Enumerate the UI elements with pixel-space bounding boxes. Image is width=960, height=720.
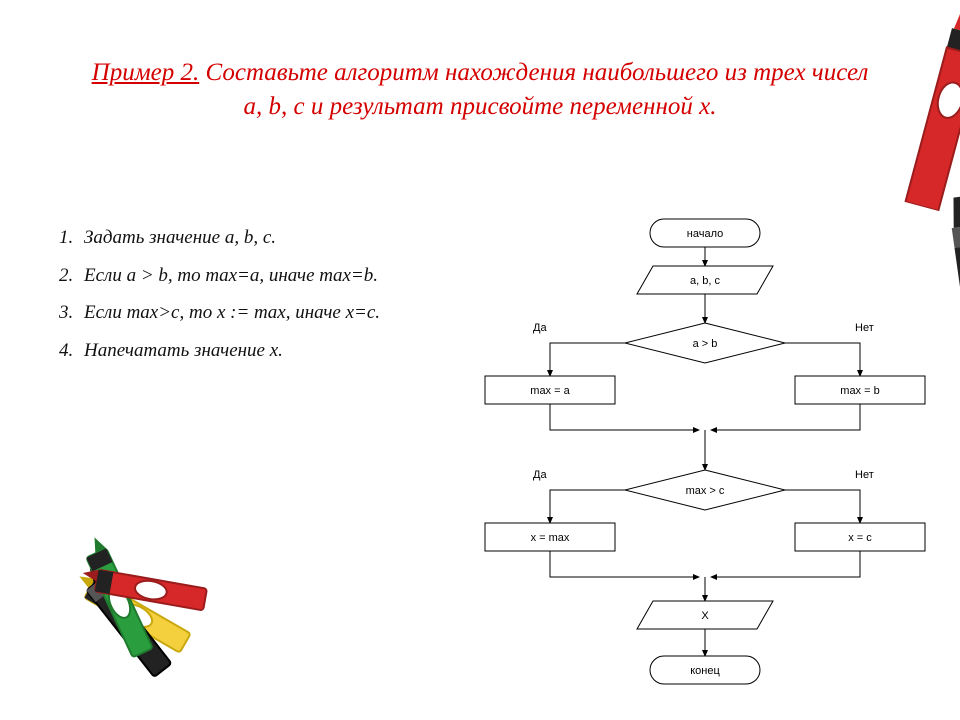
flowchart: начало a, b, c a > b Да Нет max = a max … — [455, 190, 955, 720]
node-output-label: X — [701, 610, 709, 622]
node-xmax-label: x = max — [531, 532, 570, 544]
dec2-no: Нет — [855, 469, 874, 481]
crayon-red-icon — [902, 0, 960, 212]
node-maxb-label: max = b — [840, 385, 879, 397]
edge — [550, 343, 625, 376]
step-item: Задать значение a, b, c. — [78, 225, 450, 251]
edge — [711, 551, 860, 577]
edge — [550, 551, 699, 577]
algorithm-steps: Задать значение a, b, c. Если a > b, то … — [50, 225, 450, 376]
edge — [550, 404, 699, 430]
edge — [785, 490, 860, 523]
node-start-label: начало — [687, 228, 723, 240]
edge — [785, 343, 860, 376]
crayons-group-icon — [45, 535, 245, 705]
dec1-yes: Да — [533, 322, 547, 334]
step-item: Если a > b, то max=a, иначе max=b. — [78, 263, 450, 289]
node-input-label: a, b, c — [690, 275, 720, 287]
step-item: Если max>c, то x := max, иначе x=c. — [78, 300, 450, 326]
dec1-no: Нет — [855, 322, 874, 334]
edge — [711, 404, 860, 430]
title-prefix: Пример 2. — [92, 59, 200, 86]
title-rest: Составьте алгоритм нахождения наибольшег… — [199, 59, 868, 120]
edge — [550, 490, 625, 523]
node-xc-label: x = c — [848, 532, 872, 544]
node-dec1-label: a > b — [693, 338, 718, 350]
slide-title: Пример 2. Составьте алгоритм нахождения … — [90, 56, 870, 124]
node-end-label: конец — [690, 665, 720, 677]
dec2-yes: Да — [533, 469, 547, 481]
step-item: Напечатать значение x. — [78, 338, 450, 364]
node-dec2-label: max > c — [686, 485, 725, 497]
node-maxa-label: max = a — [530, 385, 570, 397]
